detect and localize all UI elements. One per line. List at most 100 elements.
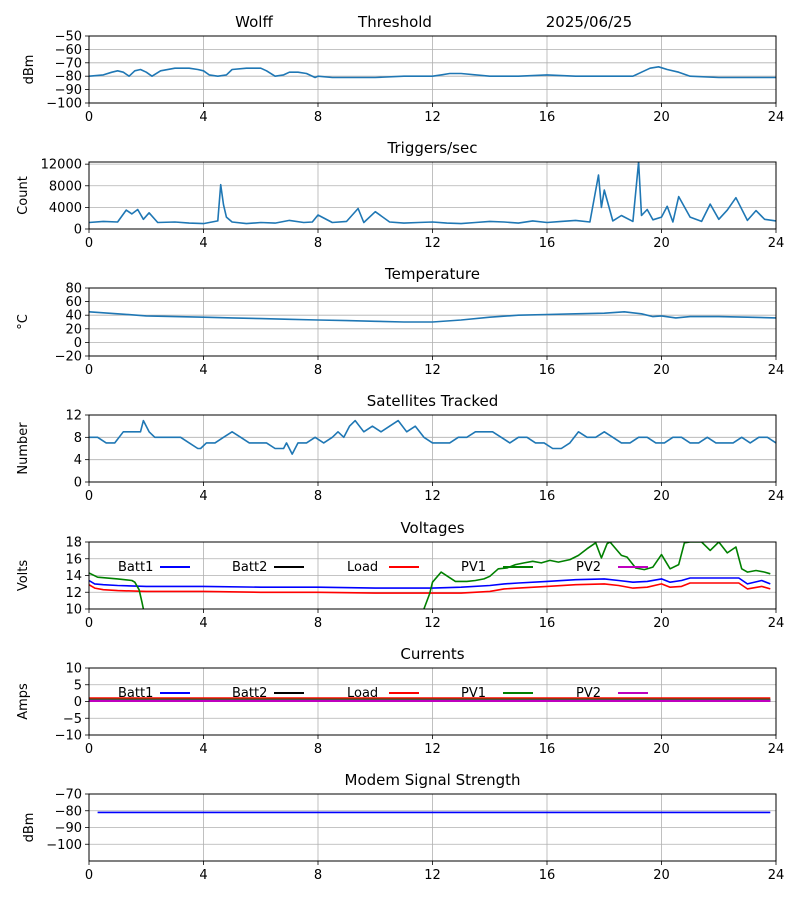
x-tick-label: 24 [768,616,785,631]
x-tick-label: 20 [653,236,670,251]
x-tick-label: 20 [653,742,670,757]
y-tick-label: 12000 [41,158,82,173]
x-tick-label: 8 [314,110,322,125]
y-tick-label: 0 [74,223,82,238]
series-group [89,310,776,323]
x-tick-label: 4 [199,616,207,631]
legend-label-pv2: PV2 [576,560,601,575]
y-tick-label: −10 [55,729,82,744]
x-tick-label: 24 [768,742,785,757]
x-tick-label: 24 [768,489,785,504]
x-tick-label: 8 [314,868,322,883]
y-tick-label: −100 [46,838,82,853]
x-tick-label: 16 [539,868,556,883]
y-tick-label: 40 [65,309,82,324]
x-tick-label: 12 [424,363,441,378]
y-tick-label: 60 [65,295,82,310]
x-tick-label: 0 [85,363,93,378]
y-tick-label: 80 [65,282,82,297]
y-axis-label: dBm [22,55,37,85]
x-tick-label: 12 [424,110,441,125]
x-tick-label: 0 [85,616,93,631]
x-tick-label: 16 [539,616,556,631]
series-line-pv1 [89,572,145,609]
header-station: Wolff [235,13,273,31]
x-tick-label: 16 [539,742,556,757]
y-tick-label: 8 [74,431,82,446]
legend-label-load: Load [347,686,378,701]
y-tick-label: −70 [55,788,82,803]
x-tick-label: 8 [314,363,322,378]
chart-title: Voltages [400,519,464,537]
x-tick-label: 4 [199,489,207,504]
y-tick-label: 12 [65,409,82,424]
series-line-load [89,582,771,594]
y-tick-label: 0 [74,695,82,710]
y-tick-label: −80 [55,804,82,819]
legend-label-load: Load [347,560,378,575]
y-tick-label: −20 [55,350,82,365]
chart-satellites: 0 4 8 12 16 20 24 0 4 8 12 Satellites Tracked Number [16,392,784,504]
x-tick-label: 20 [653,616,670,631]
y-tick-label: −90 [55,83,82,98]
chart-title: Satellites Tracked [367,392,498,410]
chart-triggers: 0 4 8 12 16 20 24 0 4000 8000 12000 Triggers/sec Cou… [16,139,784,251]
x-tick-label: 0 [85,742,93,757]
y-tick-label: 0 [74,336,82,351]
y-tick-label: −90 [55,821,82,836]
x-tick-label: 16 [539,236,556,251]
series-group [89,66,776,79]
legend-label-batt2: Batt2 [232,560,267,575]
y-tick-label: 10 [65,603,82,618]
legend-label-batt1: Batt1 [118,686,153,701]
y-tick-label: 5 [74,678,82,693]
series-line-satellites [89,419,776,455]
y-axis-label: Number [16,422,31,475]
chart-title: Temperature [384,265,480,283]
legend-label-batt2: Batt2 [232,686,267,701]
x-tick-label: 0 [85,110,93,125]
x-tick-label: 4 [199,742,207,757]
chart-signal: 0 4 8 12 16 20 24 −100−90−80−70−60−50 dBm [22,30,784,126]
x-tick-label: 16 [539,489,556,504]
series-line-batt1 [89,577,771,589]
y-tick-label: 18 [65,536,82,551]
x-tick-label: 4 [199,110,207,125]
y-tick-label: 0 [74,476,82,491]
y-axis-label: Amps [16,683,31,720]
y-axis-label: dBm [22,813,37,843]
chart-title: Modem Signal Strength [345,771,521,789]
chart-modem: 0 4 8 12 16 20 24 −100 −90 −80−70 Modem Signal Str… [22,771,784,883]
x-tick-label: 20 [653,489,670,504]
x-tick-label: 4 [199,363,207,378]
x-tick-label: 20 [653,363,670,378]
x-tick-label: 16 [539,110,556,125]
y-tick-label: 4000 [49,201,82,216]
series-line-pv1 [423,542,771,609]
x-tick-label: 8 [314,742,322,757]
y-tick-label: 14 [65,569,82,584]
x-tick-label: 12 [424,489,441,504]
x-tick-label: 24 [768,363,785,378]
legend-label-pv1: PV1 [461,560,486,575]
y-tick-label: −5 [63,712,82,727]
y-tick-label: −80 [55,70,82,85]
chart-title: Currents [400,645,464,663]
y-axis-label: Count [16,176,31,215]
series-group [89,419,776,455]
y-tick-label: −50 [55,30,82,45]
x-tick-label: 12 [424,616,441,631]
series-group [89,542,771,609]
series-group [89,162,776,225]
chart-title: Triggers/sec [387,139,478,157]
x-tick-label: 24 [768,236,785,251]
y-tick-label: 8000 [49,179,82,194]
x-tick-label: 24 [768,868,785,883]
x-tick-label: 16 [539,363,556,378]
series-line-temperature [89,310,776,323]
y-tick-label: 12 [65,586,82,601]
x-tick-label: 12 [424,236,441,251]
x-tick-label: 0 [85,489,93,504]
